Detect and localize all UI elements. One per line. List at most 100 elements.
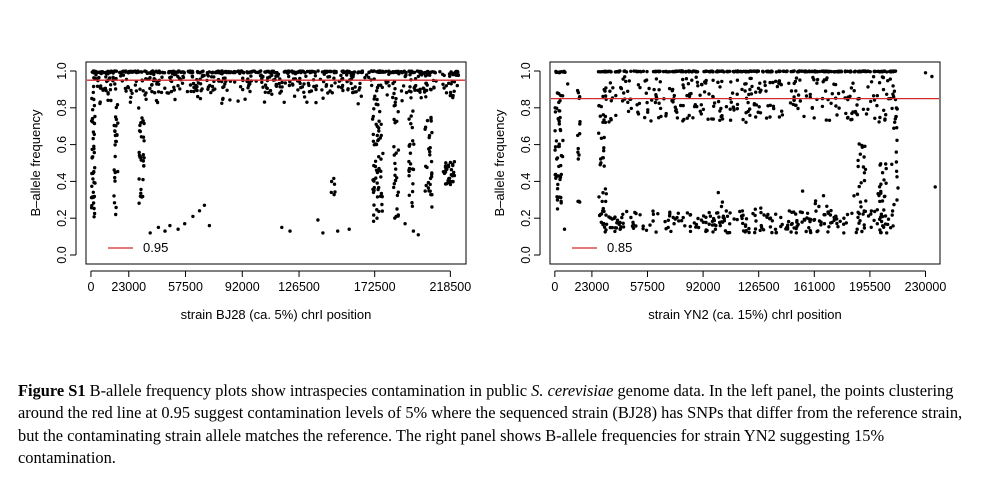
data-point — [815, 77, 820, 82]
data-point — [238, 71, 242, 76]
data-point — [557, 119, 561, 123]
data-point — [748, 107, 752, 111]
data-point — [553, 110, 558, 114]
data-point — [352, 70, 357, 74]
y-tick-label: 0.8 — [55, 99, 69, 116]
data-point — [556, 182, 560, 187]
data-point — [775, 84, 780, 89]
data-point — [644, 91, 648, 95]
data-point — [785, 227, 790, 231]
data-point — [123, 86, 128, 91]
data-point — [165, 91, 169, 95]
data-point — [694, 225, 698, 229]
data-point — [395, 193, 400, 198]
data-point — [426, 180, 431, 185]
data-point — [629, 69, 633, 74]
data-point — [578, 122, 582, 126]
data-point — [718, 109, 722, 113]
data-point — [696, 216, 700, 221]
data-point — [282, 100, 286, 105]
data-point — [173, 97, 177, 102]
data-point — [248, 89, 252, 94]
data-point — [869, 225, 873, 229]
data-point — [374, 168, 379, 172]
data-point — [674, 69, 678, 73]
data-point — [823, 69, 827, 74]
data-point — [391, 95, 395, 100]
data-point — [770, 69, 774, 74]
data-point — [441, 82, 445, 87]
data-point — [667, 70, 672, 74]
data-point — [248, 70, 253, 74]
data-point — [429, 119, 433, 123]
data-point — [808, 92, 812, 97]
data-point — [610, 225, 614, 230]
data-point — [290, 82, 295, 86]
x-axis-label: strain BJ28 (ca. 5%) chrI position — [181, 307, 372, 322]
data-point — [848, 69, 853, 73]
y-axis: 0.0 0.2 0.4 0.6 0.8 1.0 — [55, 62, 77, 264]
data-point — [427, 147, 431, 151]
data-point — [892, 89, 897, 93]
x-tick-label: 0 — [87, 280, 94, 294]
data-point — [890, 106, 894, 111]
data-point — [798, 78, 802, 82]
data-point — [373, 164, 378, 169]
data-point — [140, 116, 144, 120]
data-point — [195, 88, 199, 93]
data-point — [129, 95, 133, 100]
caption-text-before: B-allele frequency plots show intraspeci… — [85, 381, 532, 400]
data-point — [627, 79, 631, 83]
data-point — [600, 156, 605, 160]
data-point — [667, 86, 672, 91]
data-point — [241, 87, 245, 92]
data-point — [753, 69, 758, 73]
data-point — [112, 201, 117, 205]
data-point — [557, 122, 561, 126]
data-point — [92, 215, 96, 219]
data-point — [554, 139, 559, 143]
data-point — [760, 225, 764, 230]
x-axis: 0 23000 57500 92000 126500 172500 218500 — [87, 270, 471, 294]
data-point — [619, 225, 623, 229]
data-point — [233, 80, 237, 84]
data-point — [735, 217, 739, 222]
data-point — [885, 92, 889, 97]
data-point — [401, 84, 406, 88]
data-point — [845, 212, 850, 217]
data-point — [91, 177, 95, 181]
data-point — [884, 181, 888, 185]
data-point — [373, 159, 378, 163]
data-point — [557, 100, 561, 105]
data-point — [704, 81, 708, 85]
data-point — [872, 69, 876, 74]
data-point — [604, 192, 608, 196]
y-axis-label: B–allele frequency — [28, 109, 43, 216]
data-point — [108, 88, 113, 92]
data-point — [718, 85, 722, 89]
data-point — [334, 69, 338, 74]
data-point — [601, 191, 605, 195]
data-point — [601, 94, 605, 99]
data-point — [856, 210, 860, 214]
data-point — [148, 76, 152, 80]
data-point — [752, 103, 756, 107]
data-point — [266, 76, 270, 80]
data-point — [427, 135, 431, 140]
data-point — [375, 133, 379, 138]
data-point — [119, 74, 123, 78]
data-point — [92, 97, 96, 102]
data-point — [615, 218, 620, 222]
data-point — [555, 198, 560, 202]
data-point — [791, 69, 795, 74]
data-point — [720, 69, 724, 73]
data-point — [613, 229, 617, 234]
data-point — [796, 106, 800, 111]
data-point — [706, 117, 710, 121]
data-point — [681, 77, 685, 82]
data-point — [150, 89, 154, 94]
data-point — [98, 101, 102, 106]
data-point — [800, 220, 804, 224]
data-point — [829, 69, 834, 74]
data-point — [809, 230, 813, 235]
